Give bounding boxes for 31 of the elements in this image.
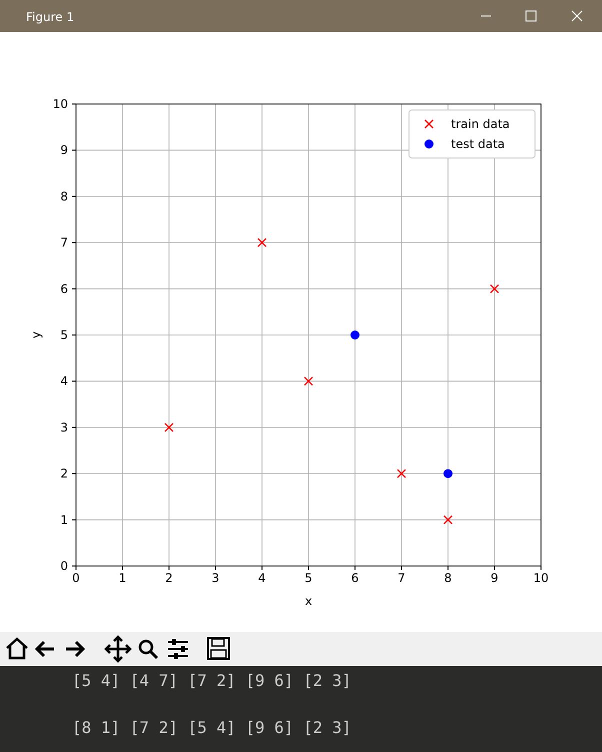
y-axis-title: y [29, 331, 43, 339]
legend-label: train data [451, 117, 510, 131]
x-tick-label: 1 [118, 571, 126, 585]
y-tick-label: 10 [52, 97, 68, 111]
x-tick-label: 7 [398, 571, 406, 585]
x-tick-label: 9 [490, 571, 498, 585]
y-tick-label: 4 [60, 374, 68, 388]
x-tick-label: 4 [258, 571, 266, 585]
text: [8 1] [7 2] [5 4] [9 6] [2 3] [72, 718, 352, 737]
x-tick-label: 8 [444, 571, 452, 585]
x-tick-label: 3 [212, 571, 220, 585]
x-tick-label: 6 [351, 571, 359, 585]
y-tick-label: 7 [60, 236, 68, 250]
x-tick-label: 0 [72, 571, 80, 585]
caption: Figure 1 [26, 10, 74, 24]
y-tick-label: 6 [60, 282, 68, 296]
point [350, 330, 360, 340]
legend-label: test data [451, 137, 505, 151]
y-tick-label: 3 [60, 420, 68, 434]
y-tick-label: 2 [60, 466, 68, 481]
x-tick-label: 2 [165, 571, 173, 585]
x-tick-label: 10 [533, 571, 549, 585]
y-tick-label: 8 [60, 189, 68, 204]
text: [5 4] [4 7] [7 2] [9 6] [2 3] [72, 671, 352, 690]
y-tick-label: 9 [60, 143, 68, 158]
y-tick-label: 5 [60, 328, 68, 342]
y-tick-label: 1 [60, 512, 68, 527]
x-tick-label: 5 [304, 571, 312, 585]
y-tick-label: 0 [60, 559, 68, 573]
x-axis-title: x [304, 594, 312, 608]
point [444, 469, 452, 478]
